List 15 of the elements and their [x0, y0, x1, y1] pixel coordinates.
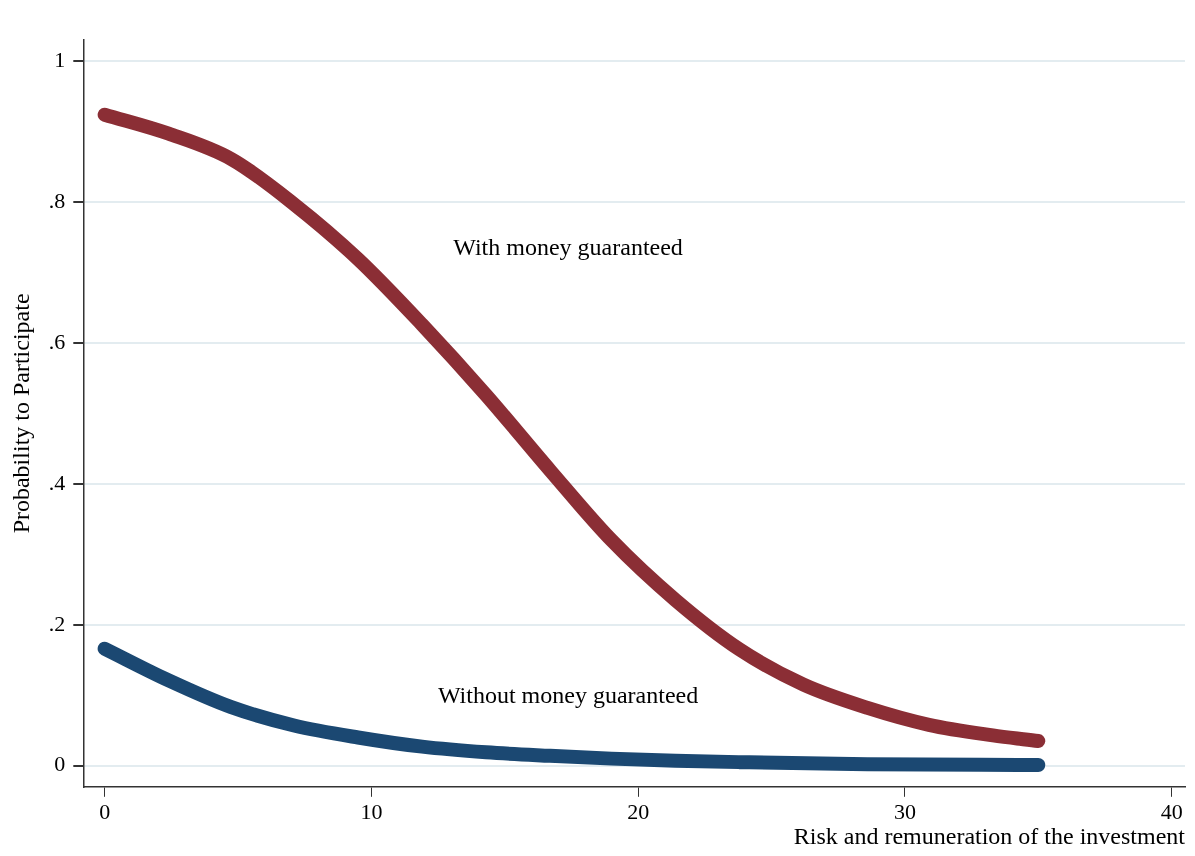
x-tick-label: 0: [99, 798, 111, 824]
text: With money guaranteed: [453, 234, 683, 261]
x-tick-label: 30: [893, 798, 916, 824]
x-tick-label: 20: [627, 798, 650, 824]
y-tick-label: .6: [48, 328, 66, 354]
y-tick-label: 0: [54, 751, 66, 777]
x-tick-label: 10: [360, 798, 383, 824]
y-tick-label: 1: [54, 46, 66, 72]
y-axis-title: Probability to Participate: [7, 293, 34, 534]
y-tick-label: .8: [48, 187, 66, 213]
x-axis-title: Risk and remuneration of the investment: [793, 822, 1186, 849]
y-tick-label: .2: [48, 610, 66, 636]
series-label: Without money guaranteed: [437, 682, 699, 709]
x-tick-label: 40: [1160, 798, 1183, 824]
y-tick-label: .4: [48, 469, 66, 495]
